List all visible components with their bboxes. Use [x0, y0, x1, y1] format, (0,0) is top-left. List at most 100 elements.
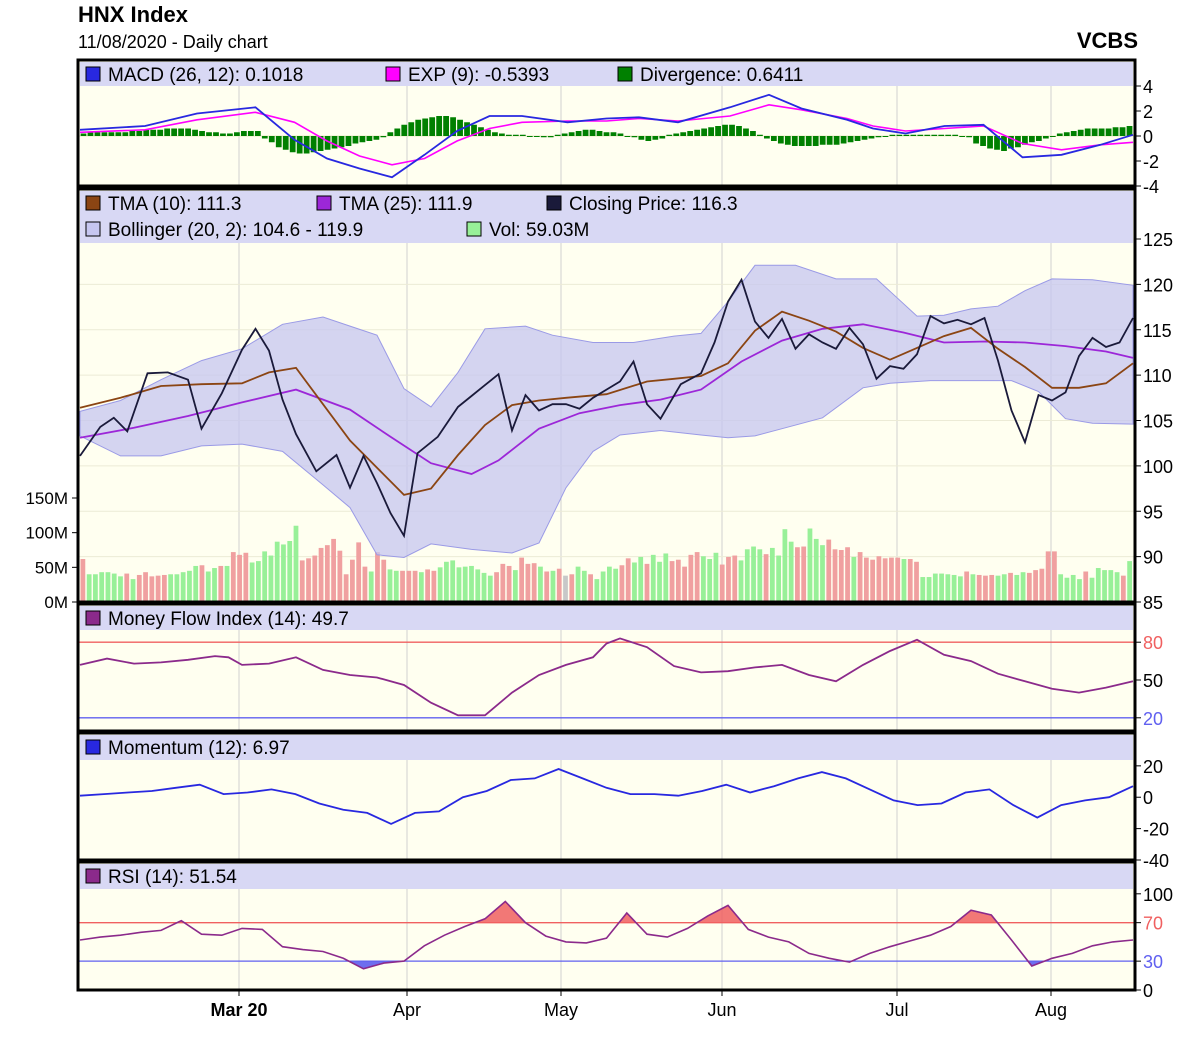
divergence-bar	[443, 116, 449, 136]
divergence-bar	[227, 133, 233, 136]
price-legend-bg	[80, 191, 1133, 243]
divergence-bar	[422, 118, 429, 136]
volume-bar	[882, 558, 888, 602]
divergence-bar	[750, 131, 756, 136]
price-tick-label: 125	[1143, 230, 1173, 250]
volume-bar	[838, 550, 844, 602]
volume-bar	[713, 552, 719, 602]
volume-bar	[475, 569, 481, 602]
volume-bar	[983, 575, 988, 602]
volume-bar	[701, 556, 706, 602]
x-tick-label: Mar 20	[210, 1000, 267, 1020]
volume-bar	[525, 563, 531, 602]
divergence-bar	[959, 136, 966, 137]
volume-bar	[143, 572, 148, 602]
divergence-bar	[798, 136, 805, 146]
volume-bar	[168, 574, 174, 602]
volume-bar	[688, 554, 694, 602]
volume-bar	[180, 572, 186, 602]
volume-bar	[512, 570, 518, 602]
divergence-bar	[408, 122, 415, 136]
divergence-bar	[589, 129, 596, 136]
divergence-bar	[199, 131, 205, 136]
volume-bar	[1077, 579, 1082, 602]
mfi-tick-label: 20	[1143, 709, 1163, 729]
macd-legend-bg	[80, 62, 1133, 86]
divergence-bar	[847, 136, 854, 143]
volume-bar	[1058, 574, 1064, 602]
divergence-bar	[101, 132, 108, 136]
divergence-bar	[826, 136, 833, 145]
volume-bar	[1102, 570, 1107, 602]
mfi-legend-swatch	[85, 610, 101, 626]
momentum-tick-label: 0	[1143, 788, 1153, 808]
volume-bar	[1120, 575, 1126, 602]
divergence-bar	[631, 136, 638, 138]
divergence-bar	[966, 136, 973, 138]
divergence-bar	[903, 134, 910, 136]
volume-bar	[995, 575, 1001, 602]
divergence-bar	[171, 128, 178, 136]
volume-bar	[500, 563, 506, 602]
volume-bar	[80, 559, 86, 602]
divergence-bar	[261, 136, 268, 139]
volume-bar	[757, 549, 763, 602]
momentum-legend-bg	[80, 735, 1133, 760]
divergence-bar	[1119, 127, 1126, 136]
momentum-tick-label: -20	[1143, 820, 1169, 840]
exp-line	[79, 103, 1134, 166]
divergence-bar	[526, 136, 533, 137]
momentum-tick-label: -40	[1143, 851, 1169, 871]
volume-bar	[625, 558, 631, 602]
volume-bar	[531, 563, 537, 602]
volume-bar	[99, 572, 105, 602]
volume-bar	[738, 560, 744, 602]
divergence-bar	[143, 129, 150, 136]
volume-bar	[763, 554, 769, 602]
volume-bar	[732, 555, 738, 602]
divergence-bar	[854, 136, 861, 141]
divergence-bar	[220, 133, 226, 136]
price-legend-label: TMA (10): 111.3	[108, 194, 241, 215]
divergence-bar	[554, 134, 561, 136]
volume-bar	[951, 574, 957, 602]
price-legend-swatch	[466, 221, 482, 237]
divergence-bar	[666, 134, 673, 136]
divergence-bar	[603, 132, 610, 136]
divergence-bar	[938, 134, 945, 136]
divergence-bar	[596, 131, 603, 136]
volume-bar	[989, 574, 995, 602]
macd-tick-label: 2	[1143, 102, 1153, 122]
divergence-bar	[833, 136, 840, 145]
divergence-bar	[415, 119, 422, 136]
volume-bar	[544, 571, 550, 602]
volume-bar	[563, 575, 568, 602]
price-tick-label: 85	[1143, 593, 1163, 613]
rsi-tick-label: 70	[1143, 914, 1163, 934]
volume-bar	[462, 566, 468, 602]
volume-bar	[111, 573, 117, 602]
volume-bar	[1095, 568, 1101, 602]
volume-bar	[682, 566, 687, 602]
volume-bar	[431, 570, 437, 602]
chart-subtitle: 11/08/2020 - Daily chart	[78, 32, 268, 52]
volume-bar	[782, 529, 788, 602]
divergence-bar	[394, 128, 401, 136]
volume-bar	[751, 546, 756, 602]
volume-bar	[694, 552, 700, 602]
divergence-bar	[303, 136, 310, 154]
volume-bar	[889, 557, 894, 602]
divergence-bar	[882, 136, 889, 137]
divergence-bar	[652, 136, 659, 140]
divergence-bar	[157, 129, 164, 136]
momentum-tick-label: 20	[1143, 757, 1163, 777]
divergence-bar	[701, 128, 708, 136]
divergence-bar	[450, 117, 456, 136]
divergence-bar	[645, 136, 652, 141]
volume-bar	[193, 565, 199, 602]
volume-tick-label: 50M	[35, 558, 68, 577]
tma25-line	[79, 323, 1134, 475]
price-tick-label: 110	[1143, 366, 1172, 386]
divergence-bar	[910, 134, 917, 136]
divergence-bar	[729, 124, 735, 136]
